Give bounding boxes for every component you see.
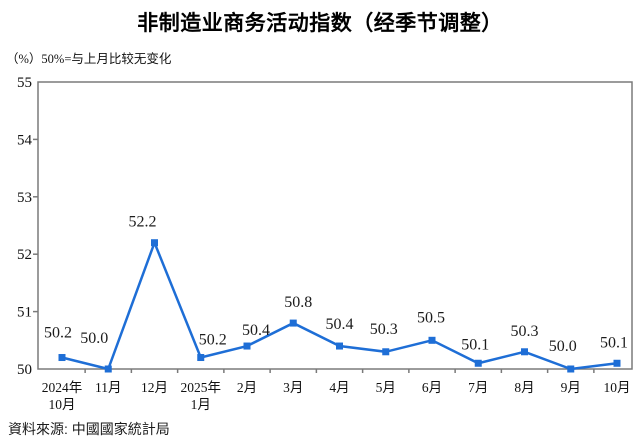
data-point-label: 50.3	[511, 323, 539, 340]
x-axis-label: 2025年 1月	[181, 380, 222, 412]
y-axis-label: 54	[17, 132, 33, 148]
x-axis-label: 4月	[329, 380, 349, 395]
x-axis-label: 2024年 10月	[42, 380, 83, 412]
data-point-label: 50.5	[417, 309, 445, 326]
data-point-label: 50.1	[600, 334, 628, 351]
series-line	[61, 239, 618, 371]
data-point-label: 50.8	[284, 294, 312, 311]
plot-frame	[37, 81, 633, 370]
axis-unit-note: （%）50%=与上月比较无变化	[6, 52, 172, 66]
data-point-label: 50.4	[326, 316, 354, 333]
chart-title: 非制造业商务活动指数（经季节调整）	[137, 12, 503, 35]
data-point-marker	[521, 348, 528, 356]
data-point-label: 50.2	[199, 332, 227, 349]
data-point-marker	[197, 354, 205, 362]
data-point-marker	[474, 359, 482, 367]
data-point-marker	[58, 354, 66, 362]
data-point-marker	[613, 359, 621, 367]
data-point-label: 50.2	[44, 325, 72, 342]
data-point-marker	[151, 239, 158, 247]
data-point-marker	[382, 348, 390, 356]
x-axis-label: 7月	[468, 380, 488, 395]
x-axis-label: 2月	[237, 380, 257, 395]
data-point-marker	[336, 342, 343, 350]
x-axis-label: 11月	[95, 380, 122, 395]
data-point-marker	[428, 336, 436, 344]
y-axis-label: 52	[17, 247, 32, 263]
data-point-label: 52.2	[129, 214, 157, 231]
source-note: 資料來源: 中國國家統計局	[8, 421, 170, 437]
data-point-marker	[243, 342, 251, 350]
x-axis-label: 12月	[141, 380, 168, 395]
data-point-marker	[104, 365, 112, 373]
data-point-label: 50.3	[370, 321, 398, 338]
data-point-label: 50.0	[549, 338, 577, 355]
x-axis-label: 3月	[283, 380, 303, 395]
data-point-marker	[567, 365, 575, 373]
y-axis-label: 50	[17, 362, 32, 378]
data-point-label: 50.4	[242, 322, 270, 339]
y-axis-label: 55	[17, 75, 32, 91]
x-axis-label: 5月	[376, 380, 396, 395]
data-point-label: 50.0	[80, 330, 108, 347]
x-axis-label: 6月	[422, 380, 442, 395]
x-axis-label: 8月	[514, 380, 534, 395]
data-point-marker	[289, 319, 297, 327]
data-point-label: 50.1	[461, 336, 489, 353]
y-axis-label: 51	[17, 305, 32, 321]
y-axis-label: 53	[17, 190, 32, 206]
x-axis-label: 9月	[561, 380, 581, 395]
x-axis-label: 10月	[604, 380, 631, 395]
